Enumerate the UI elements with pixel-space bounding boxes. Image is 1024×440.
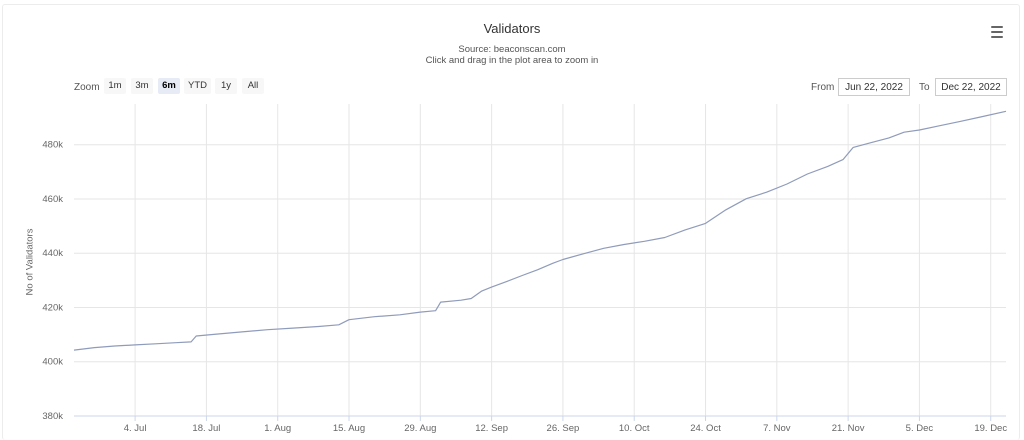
- x-tick-label: 21. Nov: [832, 423, 865, 434]
- series-line-validators: [73, 110, 1007, 351]
- chart-title: Validators: [483, 21, 541, 36]
- y-tick-label: 460k: [42, 194, 63, 205]
- y-tick-label: 420k: [42, 302, 63, 313]
- y-tick-label: 480k: [42, 140, 63, 151]
- zoom-button-1y[interactable]: 1y: [215, 78, 237, 94]
- from-date-input[interactable]: Jun 22, 2022: [838, 78, 910, 96]
- x-tick-label: 10. Oct: [619, 423, 650, 434]
- from-label: From: [811, 82, 835, 93]
- subtitle-hint: Click and drag in the plot area to zoom …: [425, 55, 599, 66]
- zoom-button-6m[interactable]: 6m: [158, 78, 180, 94]
- x-tick-label: 18. Jul: [192, 423, 220, 434]
- zoom-button-ytd[interactable]: YTD: [184, 78, 211, 94]
- x-tick-label: 19. Dec: [974, 423, 1007, 434]
- x-tick-label: 1. Aug: [264, 423, 291, 434]
- y-tick-label: 380k: [42, 411, 63, 422]
- zoom-button-all[interactable]: All: [242, 78, 264, 94]
- to-label: To: [919, 82, 930, 93]
- to-date-input[interactable]: Dec 22, 2022: [935, 78, 1007, 96]
- zoom-button-3m[interactable]: 3m: [131, 78, 153, 94]
- x-tick-label: 7. Nov: [763, 423, 791, 434]
- x-tick-label: 5. Dec: [906, 423, 934, 434]
- x-tick-label: 24. Oct: [690, 423, 721, 434]
- subtitle-source: Source: beaconscan.com: [458, 44, 566, 55]
- x-tick-label: 4. Jul: [124, 423, 147, 434]
- hamburger-menu-icon[interactable]: [990, 26, 1004, 38]
- y-tick-label: 400k: [42, 357, 63, 368]
- zoom-label: Zoom: [74, 82, 100, 93]
- x-tick-label: 26. Sep: [547, 423, 580, 434]
- chart-subtitle: Source: beaconscan.com Click and drag in…: [0, 44, 1024, 66]
- x-tick-label: 15. Aug: [333, 423, 365, 434]
- x-tick-label: 29. Aug: [404, 423, 436, 434]
- zoom-button-1m[interactable]: 1m: [104, 78, 126, 94]
- y-tick-label: 440k: [42, 248, 63, 259]
- chart-container: [2, 4, 1020, 440]
- x-tick-label: 12. Sep: [475, 423, 508, 434]
